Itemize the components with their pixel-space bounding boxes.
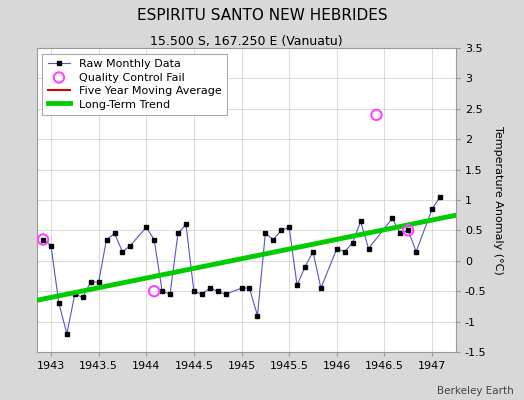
Raw Monthly Data: [40, 237, 46, 242]
Raw Monthly Data: [310, 249, 316, 254]
Raw Monthly Data: [119, 249, 126, 254]
Raw Monthly Data: [48, 243, 54, 248]
Raw Monthly Data: [151, 237, 157, 242]
Raw Monthly Data: [72, 292, 78, 297]
Raw Monthly Data: [429, 207, 435, 212]
Raw Monthly Data: [278, 228, 285, 233]
Raw Monthly Data: [437, 194, 443, 199]
Line: Raw Monthly Data: Raw Monthly Data: [41, 195, 442, 336]
Raw Monthly Data: [80, 295, 86, 300]
Raw Monthly Data: [397, 231, 403, 236]
Raw Monthly Data: [318, 286, 324, 290]
Raw Monthly Data: [56, 301, 62, 306]
Legend: Raw Monthly Data, Quality Control Fail, Five Year Moving Average, Long-Term Tren: Raw Monthly Data, Quality Control Fail, …: [42, 54, 227, 115]
Text: ESPIRITU SANTO NEW HEBRIDES: ESPIRITU SANTO NEW HEBRIDES: [137, 8, 387, 23]
Raw Monthly Data: [302, 264, 308, 269]
Raw Monthly Data: [159, 289, 165, 294]
Raw Monthly Data: [103, 237, 110, 242]
Raw Monthly Data: [206, 286, 213, 290]
Raw Monthly Data: [262, 231, 268, 236]
Quality Control Fail: [373, 112, 381, 118]
Title: 15.500 S, 167.250 E (Vanuatu): 15.500 S, 167.250 E (Vanuatu): [150, 35, 343, 48]
Raw Monthly Data: [254, 313, 260, 318]
Raw Monthly Data: [365, 246, 372, 251]
Raw Monthly Data: [294, 283, 300, 288]
Quality Control Fail: [150, 288, 158, 294]
Raw Monthly Data: [167, 292, 173, 297]
Y-axis label: Temperature Anomaly (°C): Temperature Anomaly (°C): [493, 126, 503, 274]
Raw Monthly Data: [214, 289, 221, 294]
Raw Monthly Data: [88, 280, 94, 284]
Raw Monthly Data: [199, 292, 205, 297]
Raw Monthly Data: [334, 246, 340, 251]
Raw Monthly Data: [127, 243, 134, 248]
Raw Monthly Data: [223, 292, 229, 297]
Raw Monthly Data: [183, 222, 189, 227]
Raw Monthly Data: [238, 286, 245, 290]
Quality Control Fail: [39, 236, 47, 243]
Raw Monthly Data: [389, 216, 396, 221]
Raw Monthly Data: [175, 231, 181, 236]
Raw Monthly Data: [357, 219, 364, 224]
Raw Monthly Data: [350, 240, 356, 245]
Text: Berkeley Earth: Berkeley Earth: [437, 386, 514, 396]
Raw Monthly Data: [143, 225, 149, 230]
Raw Monthly Data: [112, 231, 118, 236]
Raw Monthly Data: [405, 228, 411, 233]
Raw Monthly Data: [342, 249, 348, 254]
Raw Monthly Data: [246, 286, 253, 290]
Raw Monthly Data: [191, 289, 197, 294]
Raw Monthly Data: [413, 249, 419, 254]
Raw Monthly Data: [64, 331, 70, 336]
Quality Control Fail: [404, 227, 412, 234]
Raw Monthly Data: [286, 225, 292, 230]
Raw Monthly Data: [95, 280, 102, 284]
Raw Monthly Data: [270, 237, 276, 242]
